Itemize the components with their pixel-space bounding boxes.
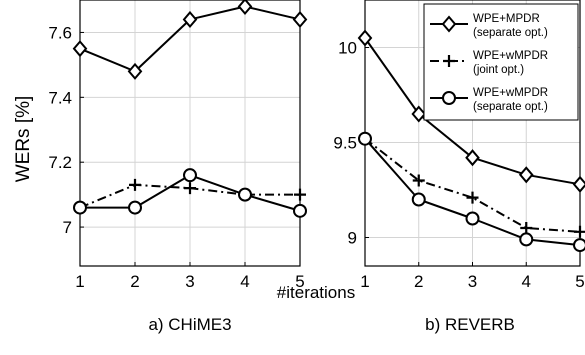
panel-chime3: 1 2 3 4 5 7 7.2 7.4 7.6 — [48, 0, 308, 291]
xtick-label-chime3-2: 3 — [185, 272, 194, 291]
xtick-label-chime3-0: 1 — [75, 272, 84, 291]
xtick-label-reverb-3: 4 — [522, 272, 531, 291]
legend: WPE+MPDR (separate opt.) WPE+wMPDR (joint o… — [423, 3, 579, 121]
legend-entry-2: WPE+wMPDR (separate opt.) — [430, 87, 548, 113]
caption-reverb: b) REVERB — [425, 315, 515, 334]
series-point-reverb-2-0 — [358, 131, 372, 146]
legend-entry-0: WPE+MPDR (separate opt.) — [430, 13, 548, 39]
x-axis-label: #iterations — [277, 283, 355, 302]
series-point-reverb-2-2 — [465, 211, 480, 226]
series-point-reverb-0-1 — [411, 105, 427, 123]
legend-text-1-line2: (joint opt.) — [473, 64, 524, 76]
series-point-reverb-2-3 — [519, 232, 534, 247]
ytick-label-chime3-0: 7 — [63, 218, 72, 237]
ytick-label-reverb-2: 10 — [338, 39, 357, 58]
series-point-reverb-2-1 — [411, 192, 426, 207]
series-point-chime3-1-1 — [129, 178, 141, 191]
panel-reverb: 1 2 3 4 5 9 9.5 10 — [333, 0, 585, 291]
series-point-chime3-1-2 — [184, 182, 196, 195]
xtick-label-chime3-1: 2 — [130, 272, 139, 291]
series-point-chime3-1-4 — [294, 188, 306, 201]
series-line-reverb-1 — [364, 137, 581, 233]
series-point-reverb-1-1 — [412, 174, 425, 187]
series-point-reverb-2-4 — [573, 238, 585, 253]
series-point-chime3-2-3 — [238, 187, 252, 202]
series-point-reverb-0-2 — [465, 149, 480, 167]
y-axis-label: WERs [%] — [13, 96, 34, 183]
xtick-label-reverb-4: 5 — [575, 272, 584, 291]
series-point-chime3-0-3 — [237, 0, 253, 16]
ytick-label-reverb-0: 9 — [348, 229, 357, 248]
caption-chime3: a) CHiME3 — [148, 315, 231, 334]
series-point-chime3-0-2 — [182, 10, 198, 29]
ytick-label-chime3-3: 7.6 — [48, 23, 72, 42]
xtick-label-chime3-3: 4 — [240, 272, 249, 291]
legend-text-2-line2: (separate opt.) — [473, 101, 548, 113]
ytick-label-chime3-1: 7.2 — [48, 153, 72, 172]
legend-marker-1 — [443, 55, 455, 67]
legend-marker-2 — [442, 91, 456, 105]
xtick-label-reverb-2: 3 — [468, 272, 477, 291]
xtick-label-chime3-4: 5 — [295, 272, 304, 291]
series-point-chime3-2-2 — [183, 168, 197, 183]
series-point-chime3-2-4 — [293, 203, 307, 218]
ytick-label-chime3-2: 7.4 — [48, 88, 72, 107]
series-point-chime3-2-0 — [73, 200, 87, 215]
series-point-chime3-0-1 — [127, 62, 143, 80]
legend-entry-1: WPE+wMPDR (joint opt.) — [430, 50, 548, 76]
xtick-label-reverb-0: 1 — [360, 272, 369, 291]
xtick-label-reverb-1: 2 — [414, 272, 423, 291]
series-point-reverb-0-4 — [572, 175, 585, 193]
series-point-chime3-0-4 — [292, 10, 308, 29]
legend-text-2-line1: WPE+wMPDR — [473, 87, 548, 99]
legend-text-0-line2: (separate opt.) — [473, 27, 548, 39]
series-point-chime3-0-0 — [72, 40, 88, 58]
series-point-reverb-1-2 — [466, 191, 479, 204]
series-point-reverb-0-3 — [518, 166, 534, 184]
series-point-reverb-1-4 — [574, 225, 585, 238]
legend-marker-0 — [441, 15, 457, 33]
series-point-reverb-1-3 — [520, 222, 533, 234]
series-point-reverb-0-0 — [357, 29, 373, 47]
ytick-label-reverb-1: 9.5 — [333, 134, 357, 153]
legend-text-1-line1: WPE+wMPDR — [473, 50, 548, 62]
legend-text-0-line1: WPE+MPDR — [473, 13, 540, 25]
series-point-chime3-2-1 — [128, 200, 142, 215]
